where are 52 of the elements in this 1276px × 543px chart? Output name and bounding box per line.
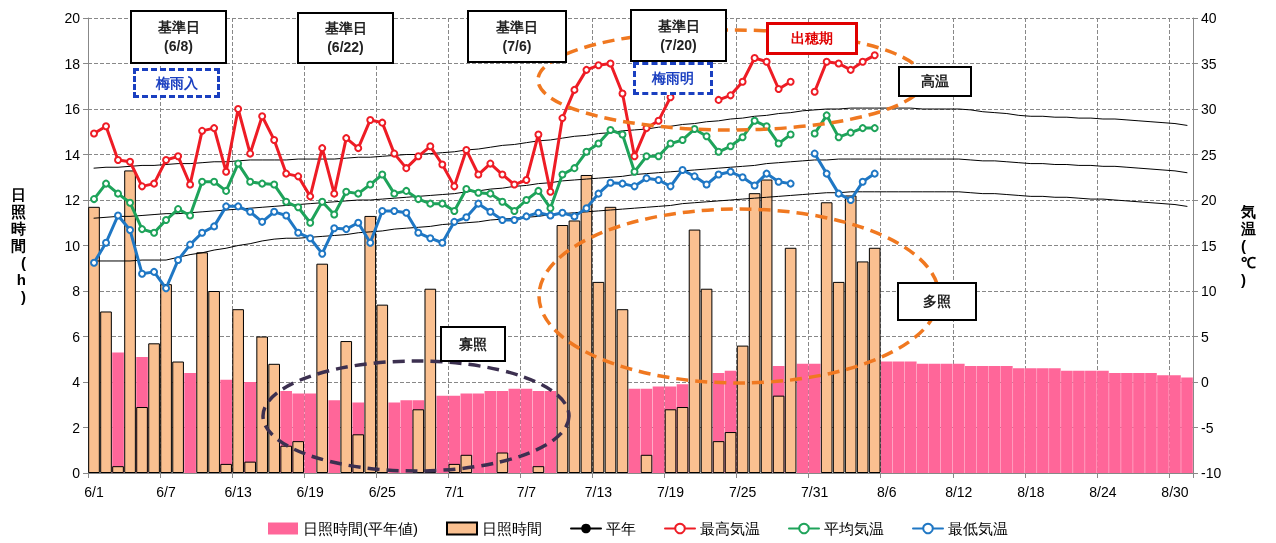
y-tick-label: 2 [72,419,81,436]
y-tick-label: 12 [64,192,81,208]
x-tick-label: 6/19 [296,484,325,500]
y2-tick-label: 0 [1201,374,1209,390]
line-series [93,107,1188,169]
x-tick-label: 8/12 [945,484,973,500]
x-tick-label: 8/6 [876,484,897,500]
legend-label: 最高気温 [700,520,760,537]
y-tick-label: 0 [72,465,81,481]
y2-tick-label: 40 [1201,10,1217,26]
y-tick-label: 10 [64,237,81,254]
x-tick-label: 7/25 [728,484,757,500]
x-tick-label: 8/24 [1089,484,1117,500]
bar [316,263,329,473]
bar [640,454,653,473]
x-tick-label: 7/31 [801,484,829,500]
bar [328,400,341,473]
y-tick-label: 8 [72,283,81,299]
legend-label: 平均気温 [824,520,884,537]
bar [184,372,196,473]
y2-tick-label: -10 [1201,465,1222,481]
y-tick-label: 14 [64,146,81,163]
x-tick-label: 6/25 [368,484,397,500]
y-tick-label: 20 [64,10,81,26]
x-tick-label: 7/7 [516,484,537,500]
x-tick-label: 7/1 [444,484,465,500]
y2-tick-label: 5 [1201,328,1209,345]
x-tick-label: 8/18 [1017,484,1045,500]
bar [532,466,545,473]
x-tick-label: 6/1 [84,484,104,500]
y2-axis-title: 気温(℃) [1240,203,1256,288]
legend-label: 平年 [606,520,636,537]
x-tick-label: 6/13 [224,484,252,500]
y2-tick-label: 15 [1201,237,1217,254]
y2-tick-label: 20 [1201,192,1217,208]
y2-tick-label: 25 [1201,146,1217,163]
x-tick-label: 7/13 [584,484,613,500]
y2-tick-label: 35 [1201,55,1217,72]
x-tick-label: 8/30 [1161,484,1189,500]
y2-tick-label: 10 [1201,283,1217,299]
legend-label: 日照時間 [482,520,542,537]
y-tick-label: 18 [64,55,81,72]
y-tick-label: 4 [72,374,81,390]
y2-tick-label: -5 [1201,419,1214,436]
y-tick-label: 16 [64,101,81,117]
legend-label: 日照時間(平年値) [303,520,418,537]
y-tick-label: 6 [72,328,81,345]
legend-label: 最低気温 [948,520,1008,537]
x-tick-label: 7/19 [656,484,685,500]
x-tick-label: 6/7 [156,484,177,500]
y2-tick-label: 30 [1201,101,1217,117]
y-axis-title: 日照時間(h) [11,186,26,305]
